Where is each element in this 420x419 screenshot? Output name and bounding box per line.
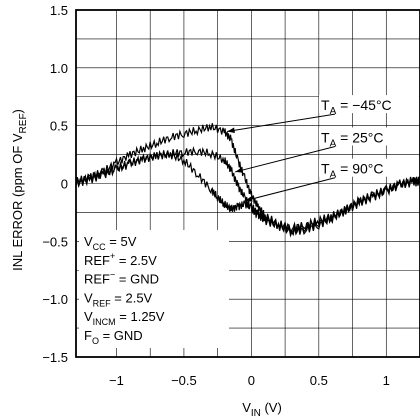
grid — [76, 10, 420, 357]
leader-arrowhead-p25 — [235, 167, 244, 173]
x-tick-label: −1 — [109, 373, 124, 388]
condition-line: VREF = 2.5V — [84, 290, 153, 308]
leader-line-m45 — [227, 113, 336, 132]
y-tick-label: −1.0 — [42, 292, 68, 307]
y-tick-label: 1.0 — [50, 61, 68, 76]
annotation-bg-p90 — [319, 158, 420, 177]
annotation-m45: TA = −45°C — [321, 97, 392, 117]
y-tick-label: −0.5 — [42, 234, 68, 249]
condition-line: REF+ = 2.5V — [84, 251, 157, 268]
annotations: TA = −45°C TA = 25°C TA = 90°C — [319, 95, 420, 181]
leader-line-p25 — [235, 146, 336, 173]
annotation-bg-m45 — [319, 95, 420, 114]
annotation-p25: TA = 25°C — [321, 129, 383, 149]
plot-frame — [75, 9, 420, 358]
y-tick-label: −1.5 — [42, 350, 68, 365]
plot-border — [75, 9, 420, 358]
conditions-background — [79, 230, 229, 348]
condition-line: FO = GND — [84, 328, 143, 346]
x-tick-label: 0 — [248, 373, 255, 388]
series-group — [75, 123, 420, 238]
y-tick-labels: 1.5 1.0 0.5 0 −0.5 −1.0 −1.5 — [42, 3, 68, 365]
y-tick-label: 0.5 — [50, 119, 68, 134]
y-axis-label: INL ERROR (ppm OF VREF) — [10, 109, 29, 271]
x-tick-label: 1 — [383, 373, 390, 388]
x-tick-labels: −1 −0.5 0 0.5 1 — [109, 373, 390, 388]
y-tick-label: 0 — [61, 177, 68, 192]
leader-arrowhead-m45 — [227, 127, 235, 133]
leader-line-p90 — [244, 177, 336, 202]
y-tick-label: 1.5 — [50, 3, 68, 18]
condition-line: VCC = 5V — [84, 234, 137, 252]
annotation-bg-p25 — [319, 127, 420, 146]
condition-line: VINCM = 1.25V — [84, 309, 165, 327]
annotation-leaders — [227, 113, 336, 202]
annotation-p90: TA = 90°C — [321, 161, 383, 181]
x-tick-label: −0.5 — [171, 373, 197, 388]
x-tick-label: 0.5 — [310, 373, 328, 388]
series-line-3 — [75, 149, 420, 238]
leader-arrowhead-p90 — [244, 196, 253, 202]
condition-line: REF− = GND — [84, 270, 159, 287]
x-axis-label: VIN (V) — [242, 400, 282, 419]
